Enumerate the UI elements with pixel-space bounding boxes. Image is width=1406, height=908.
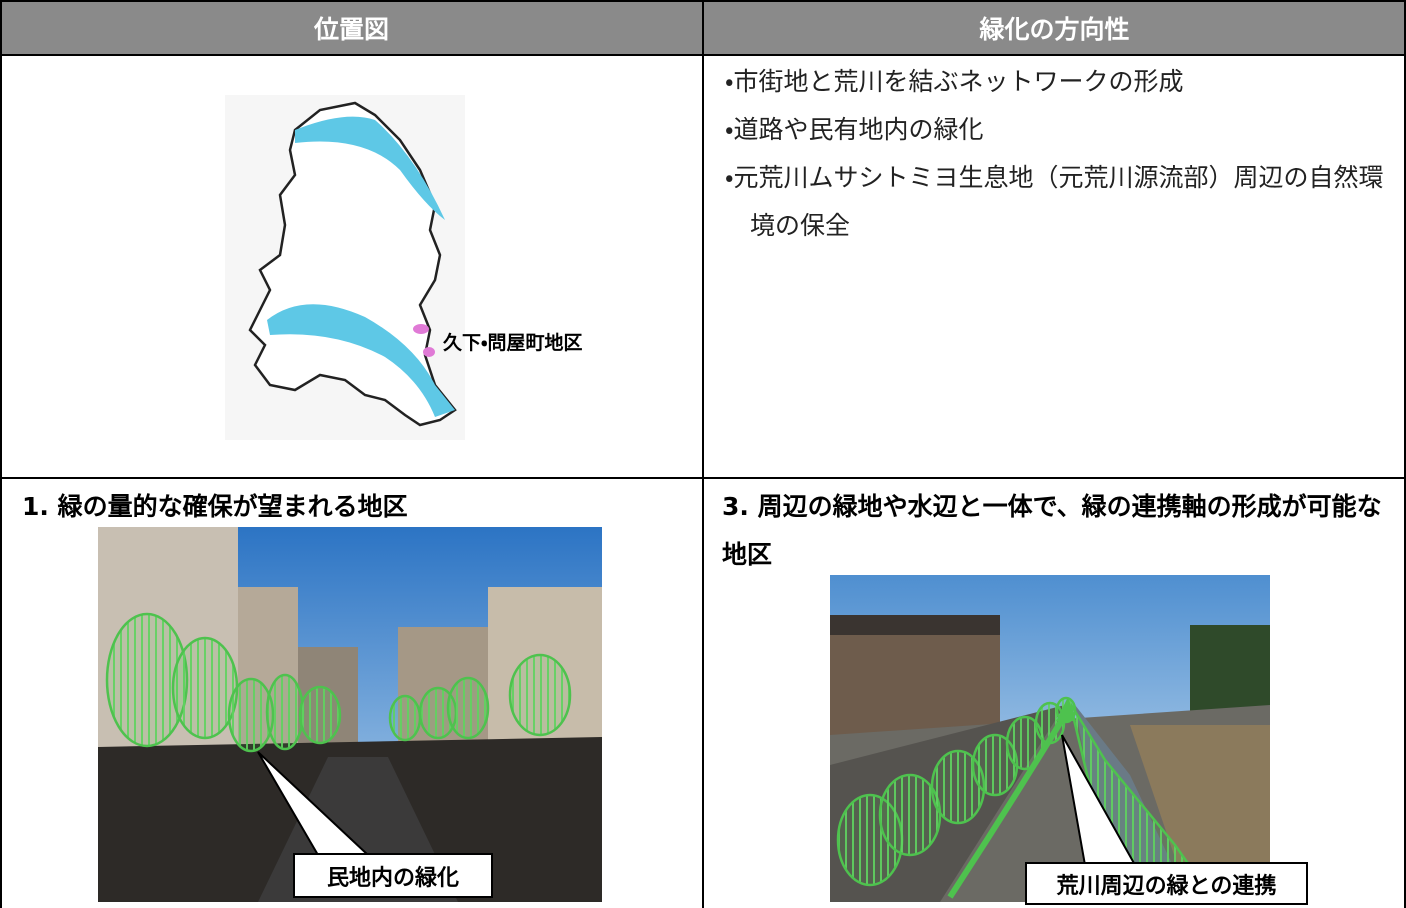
border bbox=[1404, 0, 1406, 908]
bullet: ・道路や民有地内の緑化 bbox=[725, 115, 984, 144]
callout: 荒川周辺の緑との連携 bbox=[1025, 862, 1308, 905]
header-cell: 緑化の方向性 bbox=[703, 0, 1406, 55]
map-label: 久下・問屋町地区 bbox=[443, 332, 583, 354]
border bbox=[702, 0, 704, 908]
callout: 民地内の緑化 bbox=[293, 853, 493, 898]
photo bbox=[830, 575, 1270, 902]
header-cell: 位置図 bbox=[0, 0, 703, 55]
border bbox=[0, 0, 2, 908]
section-heading: 3. 周辺の緑地や水辺と一体で、緑の連携軸の形成が可能な地区 bbox=[722, 492, 1382, 569]
bullet-list: ・市街地と荒川を結ぶネットワークの形成 ・道路や民有地内の緑化 ・元荒川ムサシト… bbox=[725, 58, 1395, 250]
section-heading: 1. 緑の量的な確保が望まれる地区 bbox=[22, 492, 408, 521]
location-map bbox=[225, 95, 465, 440]
photo bbox=[98, 527, 602, 902]
bullet: ・市街地と荒川を結ぶネットワークの形成 bbox=[725, 67, 1184, 96]
bullet: ・元荒川ムサシトミヨ生息地（元荒川源流部）周辺の自然環境の保全 bbox=[725, 163, 1384, 240]
